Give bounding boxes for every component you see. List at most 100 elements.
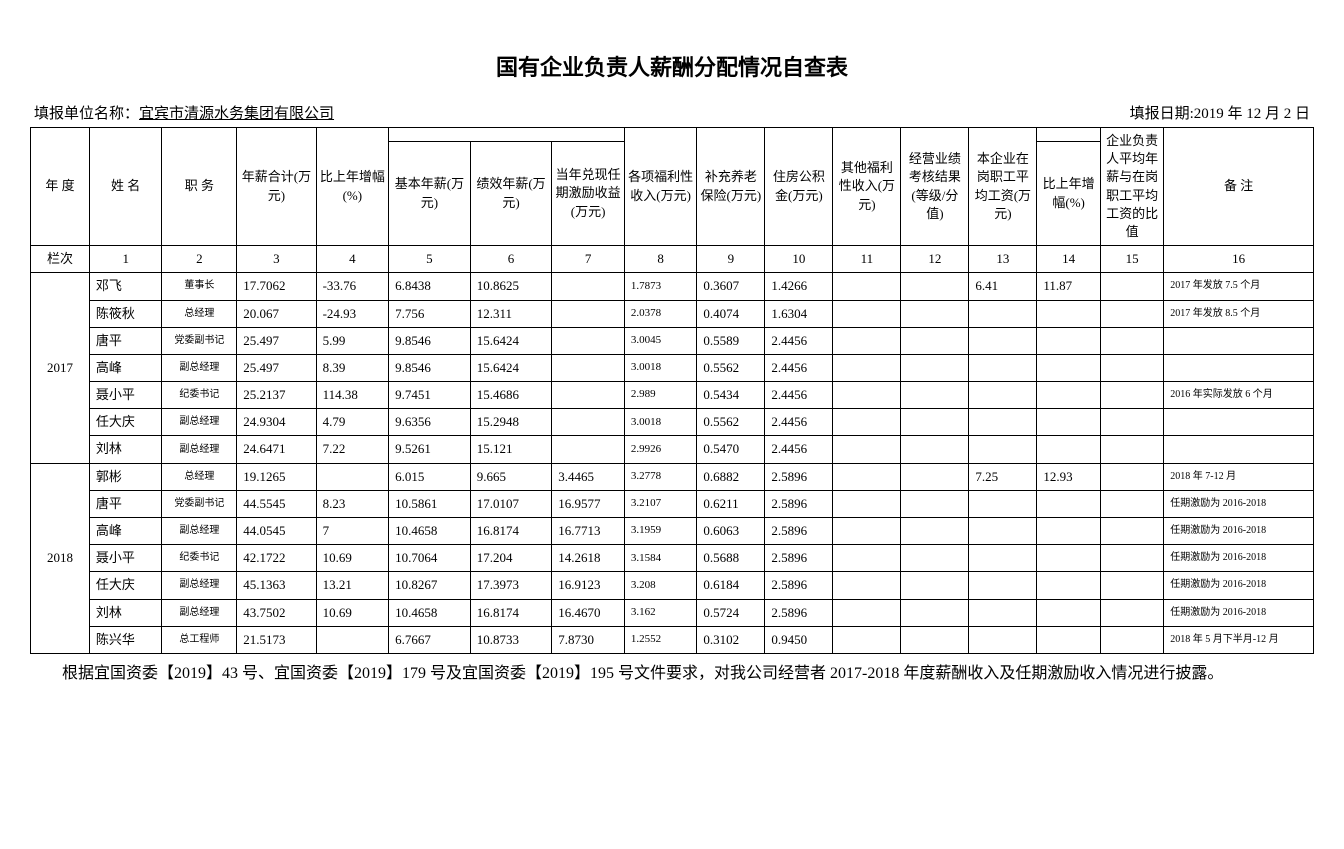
- cell-c3: 44.5545: [237, 490, 316, 517]
- cell-c13: [969, 354, 1037, 381]
- table-row: 唐平党委副书记44.55458.2310.586117.010716.95773…: [31, 490, 1314, 517]
- cell-c6: 9.665: [470, 463, 552, 490]
- cell-c14: [1037, 518, 1100, 545]
- cell-c6: 17.204: [470, 545, 552, 572]
- cell-c7: 7.8730: [552, 626, 625, 653]
- cell-c15: [1100, 409, 1163, 436]
- cell-c14: [1037, 409, 1100, 436]
- cell-c13: [969, 490, 1037, 517]
- cell-c13: [969, 436, 1037, 463]
- filing-unit-value: 宜宾市清源水务集团有限公司: [139, 106, 334, 122]
- cell-note: 2018 年 7-12 月: [1164, 463, 1314, 490]
- cell-note: [1164, 436, 1314, 463]
- cell-c7: 3.4465: [552, 463, 625, 490]
- cell-c8: 1.7873: [624, 273, 697, 300]
- cell-c5: 10.8267: [389, 572, 471, 599]
- th-position: 职 务: [162, 128, 237, 246]
- cell-c3: 43.7502: [237, 599, 316, 626]
- th-idx-13: 13: [969, 246, 1037, 273]
- th-c3: 年薪合计(万元): [237, 128, 316, 246]
- cell-c10: 2.5896: [765, 545, 833, 572]
- cell-c10: 2.5896: [765, 518, 833, 545]
- th-idx-14: 14: [1037, 246, 1100, 273]
- cell-c15: [1100, 354, 1163, 381]
- cell-position: 党委副书记: [162, 490, 237, 517]
- table-row: 任大庆副总经理45.136313.2110.826717.397316.9123…: [31, 572, 1314, 599]
- cell-c7: 16.4670: [552, 599, 625, 626]
- cell-c12: [901, 599, 969, 626]
- cell-c11: [833, 572, 901, 599]
- cell-c12: [901, 626, 969, 653]
- cell-c14: [1037, 300, 1100, 327]
- cell-c7: 14.2618: [552, 545, 625, 572]
- cell-c12: [901, 273, 969, 300]
- cell-note: 任期激励为 2016-2018: [1164, 545, 1314, 572]
- cell-c8: 3.0018: [624, 354, 697, 381]
- cell-c3: 25.497: [237, 327, 316, 354]
- table-row: 陈筱秋总经理20.067-24.937.75612.3112.03780.407…: [31, 300, 1314, 327]
- cell-year: 2017: [31, 273, 90, 463]
- cell-c8: 3.162: [624, 599, 697, 626]
- cell-c11: [833, 273, 901, 300]
- filing-date: 填报日期:2019 年 12 月 2 日: [1130, 102, 1310, 123]
- table-row: 高峰副总经理25.4978.399.854615.64243.00180.556…: [31, 354, 1314, 381]
- cell-c6: 12.311: [470, 300, 552, 327]
- cell-c7: [552, 273, 625, 300]
- cell-c13: [969, 545, 1037, 572]
- cell-c5: 9.5261: [389, 436, 471, 463]
- cell-c13: 6.41: [969, 273, 1037, 300]
- cell-c11: [833, 545, 901, 572]
- cell-c8: 2.9926: [624, 436, 697, 463]
- footer-text: 根据宜国资委【2019】43 号、宜国资委【2019】179 号及宜国资委【20…: [30, 660, 1314, 689]
- cell-c8: 2.989: [624, 382, 697, 409]
- cell-c6: 15.4686: [470, 382, 552, 409]
- th-idx-12: 12: [901, 246, 969, 273]
- cell-name: 唐平: [89, 327, 162, 354]
- cell-c12: [901, 300, 969, 327]
- cell-c11: [833, 409, 901, 436]
- cell-c10: 2.4456: [765, 327, 833, 354]
- cell-c10: 2.5896: [765, 490, 833, 517]
- cell-position: 纪委书记: [162, 545, 237, 572]
- cell-name: 高峰: [89, 518, 162, 545]
- cell-c14: [1037, 572, 1100, 599]
- th-index-label: 栏次: [31, 246, 90, 273]
- filing-unit-label: 填报单位名称：: [34, 106, 139, 122]
- cell-c13: 7.25: [969, 463, 1037, 490]
- th-c9: 补充养老保险(万元): [697, 128, 765, 246]
- th-c16: 备 注: [1164, 128, 1314, 246]
- table-row: 高峰副总经理44.0545710.465816.817416.77133.195…: [31, 518, 1314, 545]
- cell-c5: 10.4658: [389, 599, 471, 626]
- cell-c11: [833, 436, 901, 463]
- cell-c14: [1037, 382, 1100, 409]
- table-row: 陈兴华总工程师21.51736.766710.87337.87301.25520…: [31, 626, 1314, 653]
- filing-date-label: 填报日期:: [1130, 106, 1194, 122]
- cell-note: [1164, 354, 1314, 381]
- cell-name: 唐平: [89, 490, 162, 517]
- cell-note: 任期激励为 2016-2018: [1164, 599, 1314, 626]
- cell-c8: 3.0045: [624, 327, 697, 354]
- cell-c4: 10.69: [316, 545, 389, 572]
- cell-c12: [901, 382, 969, 409]
- cell-c8: 3.1959: [624, 518, 697, 545]
- cell-c11: [833, 490, 901, 517]
- cell-c10: 2.5896: [765, 463, 833, 490]
- cell-c12: [901, 409, 969, 436]
- cell-c8: 1.2552: [624, 626, 697, 653]
- cell-name: 郭彬: [89, 463, 162, 490]
- cell-c5: 9.6356: [389, 409, 471, 436]
- th-year: 年 度: [31, 128, 90, 246]
- cell-c9: 0.6882: [697, 463, 765, 490]
- th-group-growth: [1037, 128, 1100, 142]
- cell-c4: -33.76: [316, 273, 389, 300]
- cell-c15: [1100, 545, 1163, 572]
- cell-c5: 10.7064: [389, 545, 471, 572]
- th-idx-16: 16: [1164, 246, 1314, 273]
- th-idx-8: 8: [624, 246, 697, 273]
- cell-c8: 3.1584: [624, 545, 697, 572]
- cell-c15: [1100, 572, 1163, 599]
- cell-c10: 2.4456: [765, 436, 833, 463]
- cell-c6: 15.6424: [470, 327, 552, 354]
- cell-note: 任期激励为 2016-2018: [1164, 572, 1314, 599]
- cell-c4: -24.93: [316, 300, 389, 327]
